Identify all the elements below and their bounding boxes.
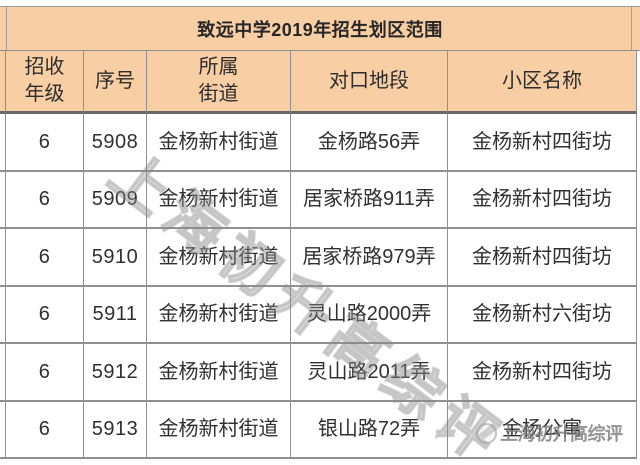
table-cell-grade: 6	[6, 172, 84, 229]
table-cell-street: 金杨新村街道	[147, 229, 291, 287]
admission-district-table: 招收 年级 序号 所属 街道 对口地段 小区名称 6 5908 金杨新村街道 金杨路56弄 金杨新…	[0, 51, 637, 459]
header-cell-grade: 招收 年级	[6, 51, 84, 114]
table-cell-district: 灵山路2011弄	[291, 344, 448, 402]
table-cell-district: 居家桥路979弄	[291, 229, 448, 287]
table-cell-community: 金杨新村四街坊	[448, 229, 637, 287]
table-cell-community: 金杨新村四街坊	[448, 172, 637, 229]
header-cell-district: 对口地段	[291, 51, 448, 114]
table-cell-district: 居家桥路911弄	[291, 172, 448, 229]
table-cell-serial: 5912	[84, 344, 147, 402]
table-cell-district: 金杨路56弄	[291, 114, 448, 172]
table-cell-serial: 5913	[84, 402, 147, 459]
table-cell-grade: 6	[6, 114, 84, 172]
table-cell-serial: 5911	[84, 287, 147, 344]
header-cell-street: 所属 街道	[147, 51, 291, 114]
header-cell-community: 小区名称	[448, 51, 637, 114]
header-cell-serial: 序号	[84, 51, 147, 114]
row-sliver-cell	[0, 344, 6, 402]
table-cell-community: 金杨公寓	[448, 402, 637, 459]
row-sliver-cell	[0, 229, 6, 287]
table-cell-street: 金杨新村街道	[147, 287, 291, 344]
table-cell-district: 银山路72弄	[291, 402, 448, 459]
row-sliver-cell	[0, 402, 6, 459]
table-cell-street: 金杨新村街道	[147, 344, 291, 402]
header-sliver-cell	[0, 51, 6, 114]
row-sliver-cell	[0, 287, 6, 344]
table-cell-grade: 6	[6, 229, 84, 287]
table-cell-district: 灵山路2000弄	[291, 287, 448, 344]
table-cell-serial: 5910	[84, 229, 147, 287]
row-sliver-cell	[0, 172, 6, 229]
table-cell-street: 金杨新村街道	[147, 172, 291, 229]
table-cell-street: 金杨新村街道	[147, 402, 291, 459]
table-title: 致远中学2019年招生划区范围	[0, 6, 640, 51]
table-cell-serial: 5909	[84, 172, 147, 229]
table-cell-grade: 6	[6, 344, 84, 402]
table-cell-grade: 6	[6, 287, 84, 344]
row-sliver-cell	[0, 114, 6, 172]
table-cell-street: 金杨新村街道	[147, 114, 291, 172]
table-cell-community: 金杨新村六街坊	[448, 287, 637, 344]
table-cell-community: 金杨新村四街坊	[448, 344, 637, 402]
table-cell-serial: 5908	[84, 114, 147, 172]
table-cell-grade: 6	[6, 402, 84, 459]
table-cell-community: 金杨新村四街坊	[448, 114, 637, 172]
